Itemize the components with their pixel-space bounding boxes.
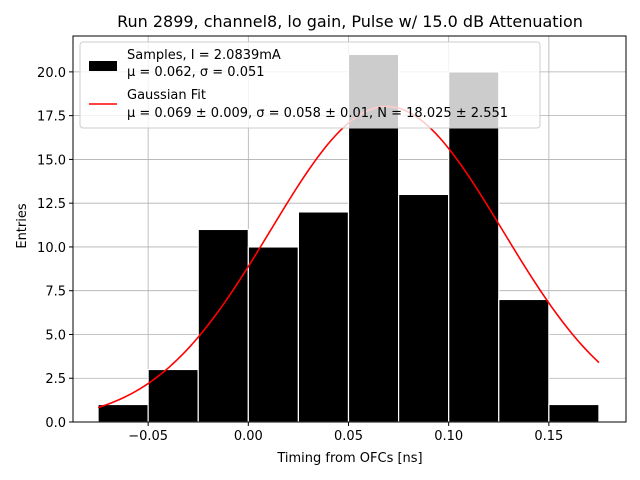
legend-samples-swatch [89,61,117,71]
histogram-bar-0 [97,403,149,423]
y-tick-label-5: 12.5 [37,197,66,212]
x-tick-label-3: 0.10 [434,429,463,444]
chart-title: Run 2899, channel8, lo gain, Pulse w/ 15… [117,12,583,31]
histogram-bar-3 [247,246,300,423]
y-tick-label-2: 5.0 [45,328,66,343]
legend-samples-label: Samples, I = 2.0839mA [127,48,281,63]
legend-fit-stats: μ = 0.069 ± 0.009, σ = 0.058 ± 0.01, N =… [127,106,508,121]
y-tick-label-1: 2.5 [45,372,66,387]
y-tick-label-4: 10.0 [37,241,66,256]
y-tick-label-6: 15.0 [37,153,66,168]
x-tick-label-2: 0.05 [334,429,363,444]
x-tick-label-4: 0.15 [534,429,563,444]
histogram-bar-8 [498,298,550,423]
histogram-bar-2 [197,228,249,423]
legend-samples-stats: μ = 0.062, σ = 0.051 [127,65,265,80]
y-tick-label-3: 7.5 [45,285,66,300]
histogram-bar-6 [397,193,450,423]
y-tick-label-7: 17.5 [37,110,66,125]
y-axis-label: Entries [15,203,30,249]
x-tick-label-0: −0.05 [128,429,168,444]
y-axis-ticks: 0.0 2.5 5.0 7.5 10.0 12.5 15.0 17.5 20.0 [37,66,73,431]
x-axis-ticks: −0.05 0.00 0.05 0.10 0.15 [128,422,563,444]
legend: Samples, I = 2.0839mA μ = 0.062, σ = 0.0… [79,41,541,129]
x-tick-label-1: 0.00 [234,429,263,444]
plot-frame [72,35,627,423]
y-tick-label-8: 20.0 [37,66,66,81]
histogram-bar-4 [297,211,350,423]
histogram-bar-9 [548,403,600,423]
histogram-bar-1 [147,368,199,423]
y-tick-label-0: 0.0 [45,416,66,431]
x-axis-label: Timing from OFCs [ns] [276,451,422,466]
legend-fit-label: Gaussian Fit [127,88,206,103]
legend-box [79,41,541,129]
